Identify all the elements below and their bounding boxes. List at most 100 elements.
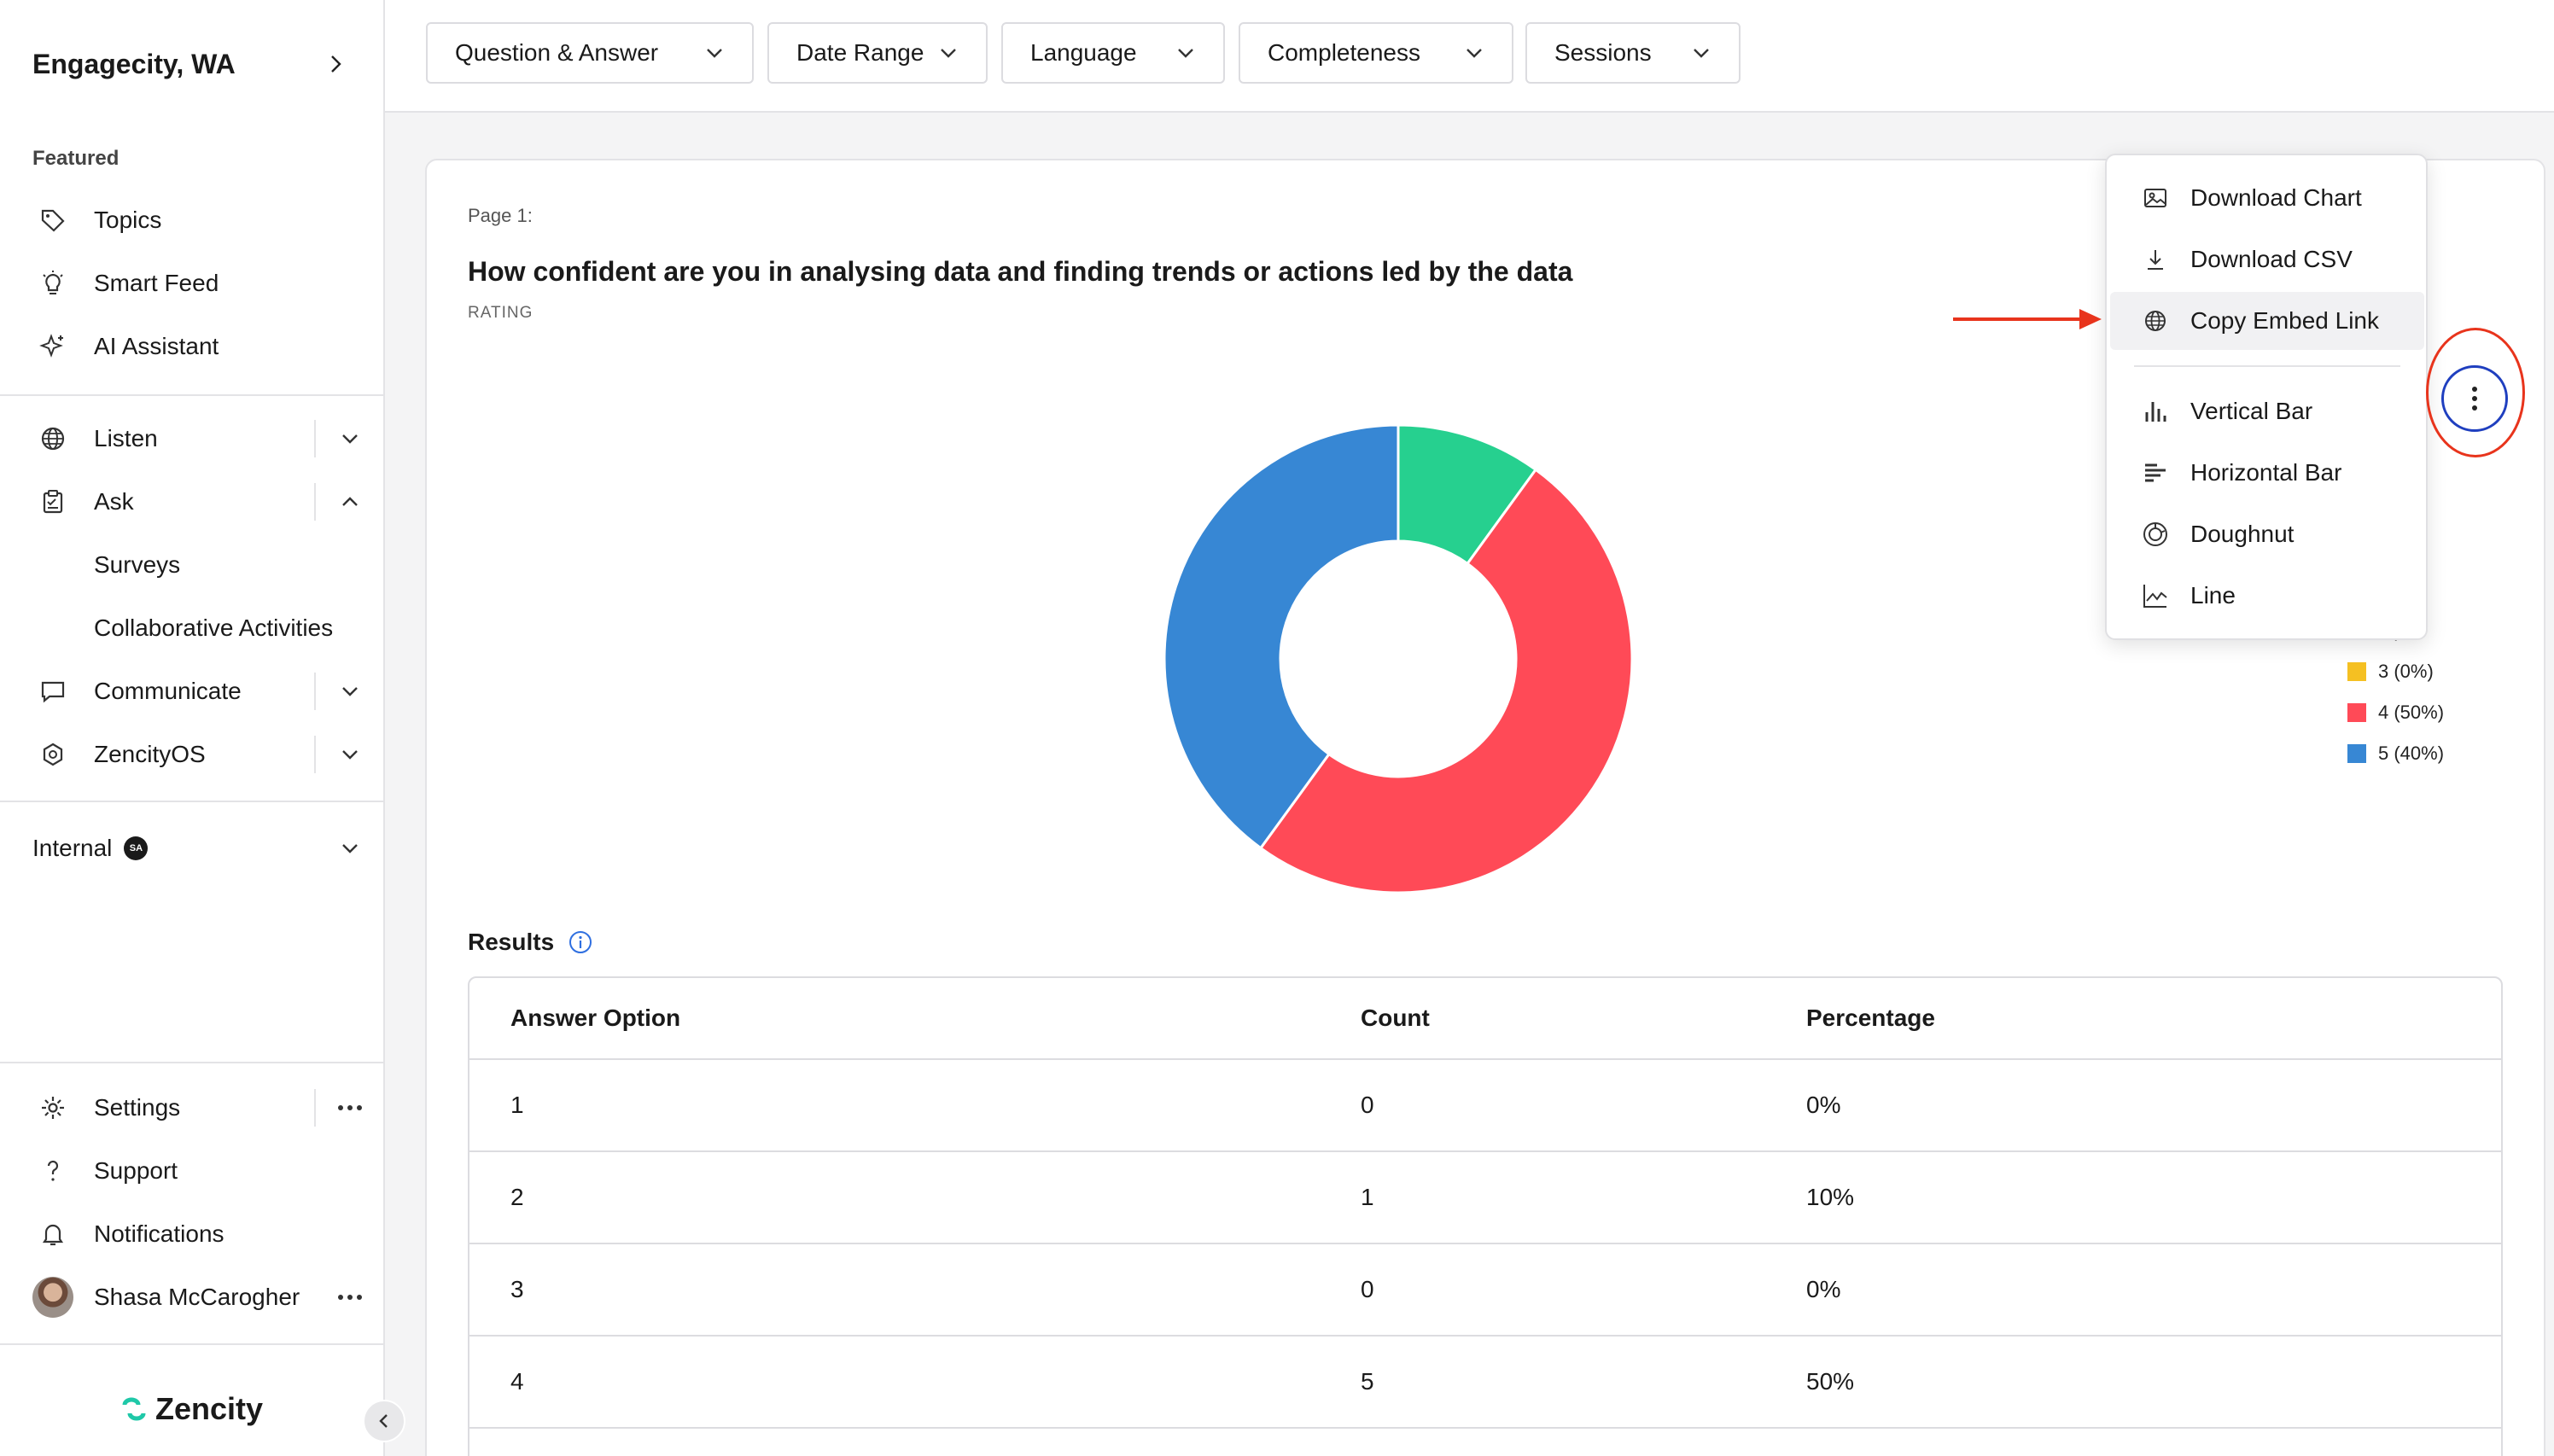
filter-label: Date Range — [796, 39, 924, 66]
sparkle-icon — [36, 329, 70, 364]
org-name: Engagecity, WA — [32, 48, 236, 79]
table-cell: 1 — [510, 1092, 524, 1118]
divider — [314, 420, 316, 457]
sidebar-item-communicate[interactable]: Communicate — [0, 666, 384, 717]
legend-swatch — [2347, 703, 2366, 722]
doughnut-slice-4[interactable] — [1258, 468, 1634, 894]
info-icon[interactable] — [568, 929, 593, 955]
chevron-down-icon — [1178, 49, 1193, 58]
more-vertical-icon — [2472, 387, 2477, 411]
legend-label: 4 (50%) — [2378, 702, 2445, 723]
doughnut-icon — [2141, 520, 2170, 549]
menu-item-line[interactable]: Line — [2110, 567, 2424, 625]
chevron-right-icon — [323, 51, 348, 77]
sidebar-item-internal[interactable]: Internal SA — [0, 823, 384, 874]
sidebar-item-ai-assistant[interactable]: AI Assistant — [0, 321, 384, 372]
table-row: 4 5 50% — [469, 1337, 2501, 1429]
menu-item-download-csv[interactable]: Download CSV — [2110, 230, 2424, 288]
filter-label: Language — [1030, 39, 1137, 66]
chevron-up-icon[interactable] — [333, 485, 367, 519]
table-cell: 0% — [1806, 1276, 1841, 1302]
sidebar-item-surveys[interactable]: Surveys — [0, 539, 384, 591]
doughnut-slice-5[interactable] — [1163, 423, 1400, 850]
download-icon — [2141, 245, 2170, 274]
filter-question-answer[interactable]: Question & Answer — [426, 22, 754, 84]
network-icon — [36, 737, 70, 772]
brand-logo: Zencity — [121, 1391, 263, 1427]
divider — [314, 736, 316, 773]
legend-item[interactable]: 5 (40%) — [2347, 741, 2444, 766]
menu-item-copy-embed-link[interactable]: Copy Embed Link — [2110, 292, 2424, 350]
divider — [0, 394, 385, 396]
legend-item[interactable]: 4 (50%) — [2347, 700, 2444, 725]
chat-bubble-icon — [36, 674, 70, 708]
collapse-sidebar-button[interactable] — [363, 1400, 405, 1442]
sidebar-item-notifications[interactable]: Notifications — [0, 1208, 384, 1260]
question-type: RATING — [468, 304, 534, 322]
sidebar-item-label: Settings — [94, 1094, 181, 1121]
vertical-bar-icon — [2141, 397, 2170, 426]
more-horizontal-icon[interactable] — [333, 1091, 367, 1125]
menu-item-vertical-bar[interactable]: Vertical Bar — [2110, 382, 2424, 440]
table-row: 3 0 0% — [469, 1244, 2501, 1337]
gear-icon — [36, 1091, 70, 1125]
globe-icon — [36, 422, 70, 456]
legend-item[interactable]: 3 (0%) — [2347, 659, 2434, 684]
avatar — [32, 1277, 73, 1318]
chevron-down-icon — [1467, 49, 1482, 58]
divider — [0, 801, 385, 802]
more-horizontal-icon[interactable] — [333, 1280, 367, 1314]
sidebar-item-support[interactable]: Support — [0, 1145, 384, 1197]
table-cell: 0 — [1361, 1276, 1374, 1302]
menu-divider — [2134, 365, 2400, 367]
chevron-down-icon[interactable] — [333, 737, 367, 772]
sidebar-item-label: AI Assistant — [94, 333, 219, 359]
line-chart-icon — [2141, 581, 2170, 610]
chart-options-button[interactable] — [2441, 365, 2508, 432]
sidebar-item-zencityos[interactable]: ZencityOS — [0, 729, 384, 780]
table-cell: 10% — [1806, 1184, 1855, 1210]
filter-bar: Question & Answer Date Range Language Co… — [385, 0, 2554, 113]
chevron-down-icon[interactable] — [333, 422, 367, 456]
legend-swatch — [2347, 744, 2366, 763]
filter-language[interactable]: Language — [1001, 22, 1225, 84]
zencity-logo-icon — [122, 1397, 146, 1421]
clipboard-icon — [36, 485, 70, 519]
results-table: Answer Option Count Percentage 1 0 0% 2 … — [468, 976, 2503, 1456]
featured-label: Featured — [32, 147, 120, 170]
internal-label: Internal — [32, 835, 113, 861]
table-row: 2 1 10% — [469, 1152, 2501, 1244]
legend-label: 5 (40%) — [2378, 743, 2445, 764]
menu-item-horizontal-bar[interactable]: Horizontal Bar — [2110, 444, 2424, 502]
divider — [314, 483, 316, 521]
filter-sessions[interactable]: Sessions — [1525, 22, 1741, 84]
filter-completeness[interactable]: Completeness — [1239, 22, 1513, 84]
menu-item-label: Copy Embed Link — [2190, 307, 2380, 334]
results-header: Results — [468, 929, 593, 956]
sidebar-item-smart-feed[interactable]: Smart Feed — [0, 258, 384, 309]
sidebar-item-label: ZencityOS — [94, 741, 206, 767]
horizontal-bar-icon — [2141, 458, 2170, 487]
user-profile[interactable]: Shasa McCarogher — [0, 1272, 384, 1323]
chevron-left-icon — [379, 1414, 388, 1428]
chevron-down-icon — [941, 49, 956, 58]
menu-item-download-chart[interactable]: Download Chart — [2110, 169, 2424, 227]
chevron-down-icon[interactable] — [333, 674, 367, 708]
lightbulb-icon — [36, 266, 70, 300]
menu-item-label: Doughnut — [2190, 521, 2295, 547]
menu-item-label: Download Chart — [2190, 184, 2362, 211]
chevron-down-icon[interactable] — [333, 831, 367, 865]
sidebar-item-topics[interactable]: Topics — [0, 195, 384, 246]
column-header: Count — [1361, 1005, 1430, 1031]
sidebar-item-collaborative-activities[interactable]: Collaborative Activities — [0, 603, 384, 654]
question-title: How confident are you in analysing data … — [468, 256, 1573, 287]
table-header-row: Answer Option Count Percentage — [469, 978, 2501, 1060]
sidebar-item-listen[interactable]: Listen — [0, 413, 384, 464]
sidebar-item-settings[interactable]: Settings — [0, 1082, 384, 1133]
menu-item-doughnut[interactable]: Doughnut — [2110, 505, 2424, 563]
sidebar-item-ask[interactable]: Ask — [0, 476, 384, 527]
menu-item-label: Horizontal Bar — [2190, 459, 2342, 486]
org-switcher[interactable]: Engagecity, WA — [32, 43, 348, 85]
filter-date-range[interactable]: Date Range — [767, 22, 988, 84]
table-row: 1 0 0% — [469, 1060, 2501, 1152]
